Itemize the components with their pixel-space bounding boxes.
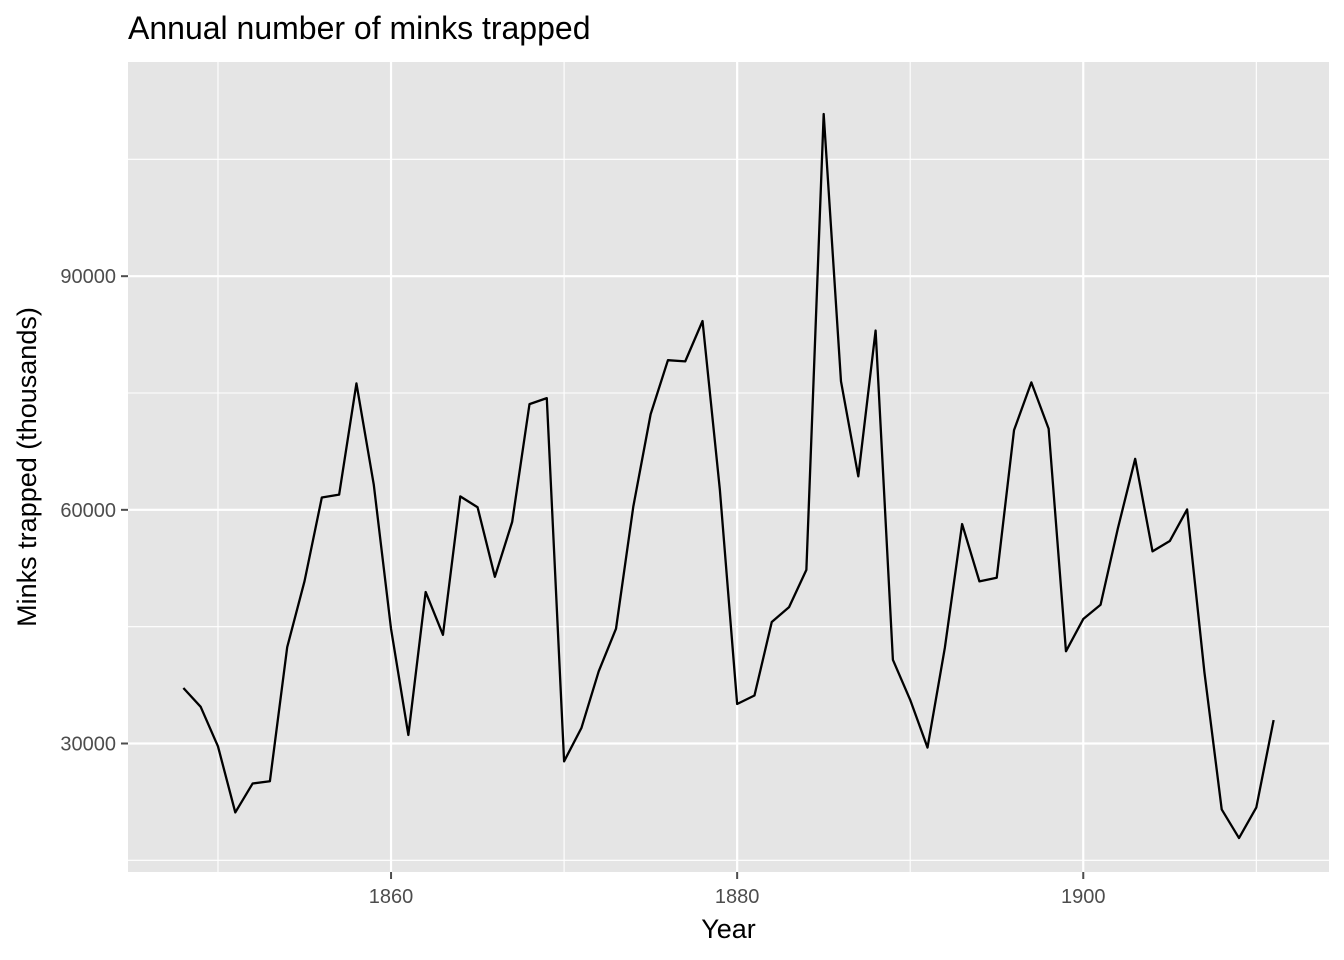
x-axis-title: Year	[701, 914, 756, 944]
plot-panel	[128, 62, 1329, 872]
x-tick-label: 1900	[1061, 886, 1106, 908]
series-line	[182, 112, 1275, 840]
minor-gridlines	[128, 62, 1329, 872]
major-gridlines	[128, 62, 1329, 872]
chart-title: Annual number of minks trapped	[128, 10, 590, 46]
y-tick-label: 90000	[60, 266, 116, 288]
y-tick-label: 60000	[60, 500, 116, 522]
y-tick-label: 30000	[60, 733, 116, 755]
y-axis: 30000 60000 90000	[60, 266, 128, 755]
y-axis-title: Minks trapped (thousands)	[12, 307, 42, 627]
x-tick-label: 1880	[715, 886, 760, 908]
x-tick-label: 1860	[369, 886, 414, 908]
x-axis: 1860 1880 1900	[369, 872, 1106, 908]
